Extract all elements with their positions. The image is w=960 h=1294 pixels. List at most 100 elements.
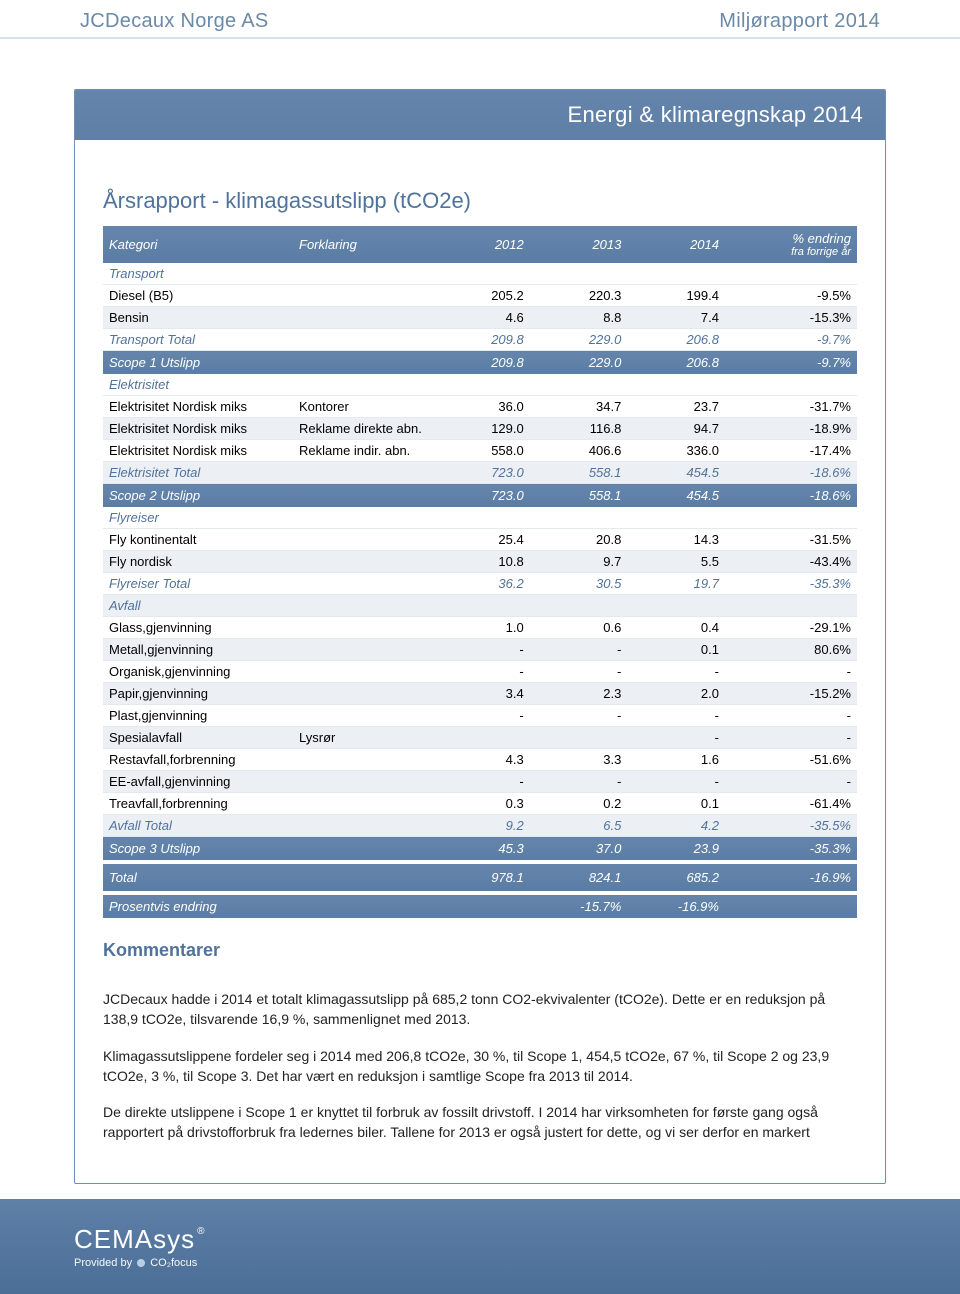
- cell: [293, 815, 448, 837]
- cell: 20.8: [530, 529, 628, 551]
- cell: 10.8: [448, 551, 530, 573]
- cell: -43.4%: [725, 551, 857, 573]
- cell: -: [530, 661, 628, 683]
- table-row: Elektrisitet Nordisk miksReklame direkte…: [103, 418, 857, 440]
- cell: -9.7%: [725, 351, 857, 375]
- table-row: Metall,gjenvinning--0.180.6%: [103, 639, 857, 661]
- cell: 80.6%: [725, 639, 857, 661]
- cell: 1.0: [448, 617, 530, 639]
- cell: Kontorer: [293, 396, 448, 418]
- cell: [448, 895, 530, 918]
- cell: 336.0: [627, 440, 725, 462]
- cell: 558.1: [530, 484, 628, 508]
- cell: -9.5%: [725, 285, 857, 307]
- cell: -: [725, 661, 857, 683]
- cell: Reklame direkte abn.: [293, 418, 448, 440]
- table-row: Flyreiser Total36.230.519.7-35.3%: [103, 573, 857, 595]
- cell: [530, 507, 628, 529]
- cell: Organisk,gjenvinning: [103, 661, 293, 683]
- cell: -: [627, 661, 725, 683]
- cell: -: [448, 771, 530, 793]
- table-row: Papir,gjenvinning3.42.32.0-15.2%: [103, 683, 857, 705]
- cell: Papir,gjenvinning: [103, 683, 293, 705]
- cell: -31.7%: [725, 396, 857, 418]
- table-row: Diesel (B5)205.2220.3199.4-9.5%: [103, 285, 857, 307]
- cell: 199.4: [627, 285, 725, 307]
- cell: 34.7: [530, 396, 628, 418]
- cell: [293, 683, 448, 705]
- cell: [627, 595, 725, 617]
- cell: [530, 374, 628, 396]
- cell: -: [448, 639, 530, 661]
- cell: Avfall: [103, 595, 293, 617]
- cell: [293, 507, 448, 529]
- cell: Diesel (B5): [103, 285, 293, 307]
- cell: -: [627, 771, 725, 793]
- content-block: Energi & klimaregnskap 2014 Årsrapport -…: [74, 89, 886, 1184]
- cell: 0.2: [530, 793, 628, 815]
- cell: 723.0: [448, 462, 530, 484]
- cell: 23.9: [627, 837, 725, 861]
- table-row: Elektrisitet Nordisk miksReklame indir. …: [103, 440, 857, 462]
- cell: -: [530, 771, 628, 793]
- cell: Elektrisitet Nordisk miks: [103, 396, 293, 418]
- cell: -51.6%: [725, 749, 857, 771]
- cell: 205.2: [448, 285, 530, 307]
- footer: CEMAsys ® Provided by CO₂focus: [0, 1199, 960, 1294]
- provided-label: Provided by: [74, 1257, 135, 1269]
- cell: 454.5: [627, 462, 725, 484]
- table-row: Transport Total209.8229.0206.8-9.7%: [103, 329, 857, 351]
- cell: [293, 374, 448, 396]
- cell: -: [627, 705, 725, 727]
- table-row: EE-avfall,gjenvinning----: [103, 771, 857, 793]
- cell: 14.3: [627, 529, 725, 551]
- footer-logo-block: CEMAsys ® Provided by CO₂focus: [74, 1224, 206, 1269]
- cell: Elektrisitet Total: [103, 462, 293, 484]
- cell: 206.8: [627, 351, 725, 375]
- cell: Elektrisitet Nordisk miks: [103, 440, 293, 462]
- cell: Elektrisitet Nordisk miks: [103, 418, 293, 440]
- cell: [448, 374, 530, 396]
- cell: [448, 727, 530, 749]
- table-row: Scope 2 Utslipp723.0558.1454.5-18.6%: [103, 484, 857, 508]
- cell: -15.7%: [530, 895, 628, 918]
- commentary-paragraph: Klimagassutslippene fordeler seg i 2014 …: [103, 1046, 857, 1087]
- cell: [293, 705, 448, 727]
- cell: 2.3: [530, 683, 628, 705]
- cell: 206.8: [627, 329, 725, 351]
- cell: 3.4: [448, 683, 530, 705]
- cell: Scope 3 Utslipp: [103, 837, 293, 861]
- table-row: Elektrisitet Total723.0558.1454.5-18.6%: [103, 462, 857, 484]
- table-row: Scope 1 Utslipp209.8229.0206.8-9.7%: [103, 351, 857, 375]
- report-name: Miljørapport 2014: [719, 10, 880, 33]
- cell: 36.0: [448, 396, 530, 418]
- cell: [448, 263, 530, 285]
- cell: 685.2: [627, 864, 725, 891]
- cell: [448, 507, 530, 529]
- cell: [530, 595, 628, 617]
- cell: 6.5: [530, 815, 628, 837]
- cemasys-logo: CEMAsys ®: [74, 1224, 206, 1255]
- cell: -: [530, 705, 628, 727]
- cell: 558.0: [448, 440, 530, 462]
- cell: Treavfall,forbrenning: [103, 793, 293, 815]
- cell: [293, 551, 448, 573]
- col-pct: % endring fra forrige år: [725, 226, 857, 263]
- cell: [293, 837, 448, 861]
- cell: [293, 484, 448, 508]
- cell: -: [448, 705, 530, 727]
- cell: 4.6: [448, 307, 530, 329]
- table-row: Prosentvis endring-15.7%-16.9%: [103, 895, 857, 918]
- cell: 25.4: [448, 529, 530, 551]
- cell: 129.0: [448, 418, 530, 440]
- cell: [293, 263, 448, 285]
- cell: [627, 507, 725, 529]
- cell: Metall,gjenvinning: [103, 639, 293, 661]
- table-row: Restavfall,forbrenning4.33.31.6-51.6%: [103, 749, 857, 771]
- cell: 0.1: [627, 793, 725, 815]
- cell: 37.0: [530, 837, 628, 861]
- logo-text: CEMAsys: [74, 1224, 195, 1255]
- cell: Glass,gjenvinning: [103, 617, 293, 639]
- cell: -16.9%: [725, 864, 857, 891]
- col-forklaring: Forklaring: [293, 226, 448, 263]
